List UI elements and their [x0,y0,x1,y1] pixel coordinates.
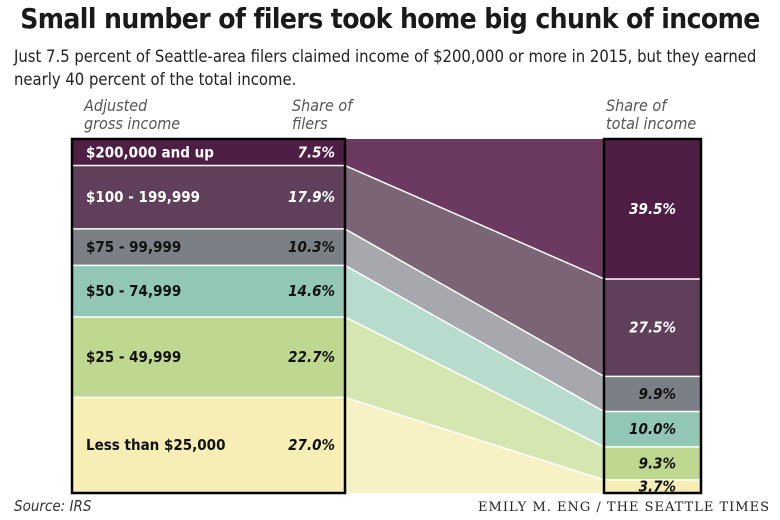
income-bar-segment [604,278,701,377]
income-share-label: 9.3% [639,454,676,472]
income-bracket-label: $25 - 49,999 [86,348,181,366]
income-share-label: 10.0% [629,420,676,438]
filers-share-label: 22.7% [288,348,335,366]
income-bracket-label: $50 - 74,999 [86,282,181,300]
income-share-label: 39.5% [629,200,676,218]
filers-bar-segment [72,228,345,266]
filers-column-header: Share of filers [292,96,353,133]
flow-separator [344,164,605,280]
income-bar-outline [602,137,703,495]
flow-band [345,397,604,493]
agi-column-header: Adjusted gross income [84,96,181,133]
filers-share-label: 17.9% [288,188,335,206]
income-bar-segment [604,446,701,480]
flow-separator [344,396,605,481]
filers-bar-segment [72,139,345,166]
filers-bar-segment [72,317,345,398]
filers-bar-segment [72,265,345,318]
flow-separator [344,264,605,413]
source-note: Source: IRS [14,497,92,515]
income-share-label: 27.5% [629,319,676,337]
income-bracket-label: $100 - 199,999 [86,188,200,206]
filers-share-label: 27.0% [288,436,335,454]
income-bracket-label: Less than $25,000 [86,436,225,454]
flow-separator [344,228,605,378]
income-share-label: 9.9% [639,385,676,403]
filers-share-label: 14.6% [288,282,335,300]
flow-band [345,139,604,279]
income-bracket-label: $200,000 and up [86,143,214,161]
flow-band [345,265,604,447]
income-share-label: 3.7% [639,477,676,495]
flow-band [345,228,604,412]
income-bar-segment [604,139,701,279]
filers-bar-outline [70,137,347,495]
flow-separator [344,316,605,448]
flow-band [345,317,604,480]
filers-share-label: 7.5% [298,143,335,161]
income-bar-segment [604,479,701,493]
credit-line: EMILY M. ENG / THE SEATTLE TIMES [478,500,770,515]
filers-bar-segment [72,397,345,493]
income-column-header: Share of total income [606,96,697,133]
income-bar-segment [604,376,701,412]
income-bar-segment [604,411,701,447]
filers-bar-segment [72,165,345,229]
flow-band [345,165,604,377]
income-bracket-label: $75 - 99,999 [86,238,181,256]
chart-title: Small number of filers took home big chu… [20,2,760,35]
chart-subtitle: Just 7.5 percent of Seattle-area filers … [14,47,757,89]
filers-share-label: 10.3% [288,238,335,256]
